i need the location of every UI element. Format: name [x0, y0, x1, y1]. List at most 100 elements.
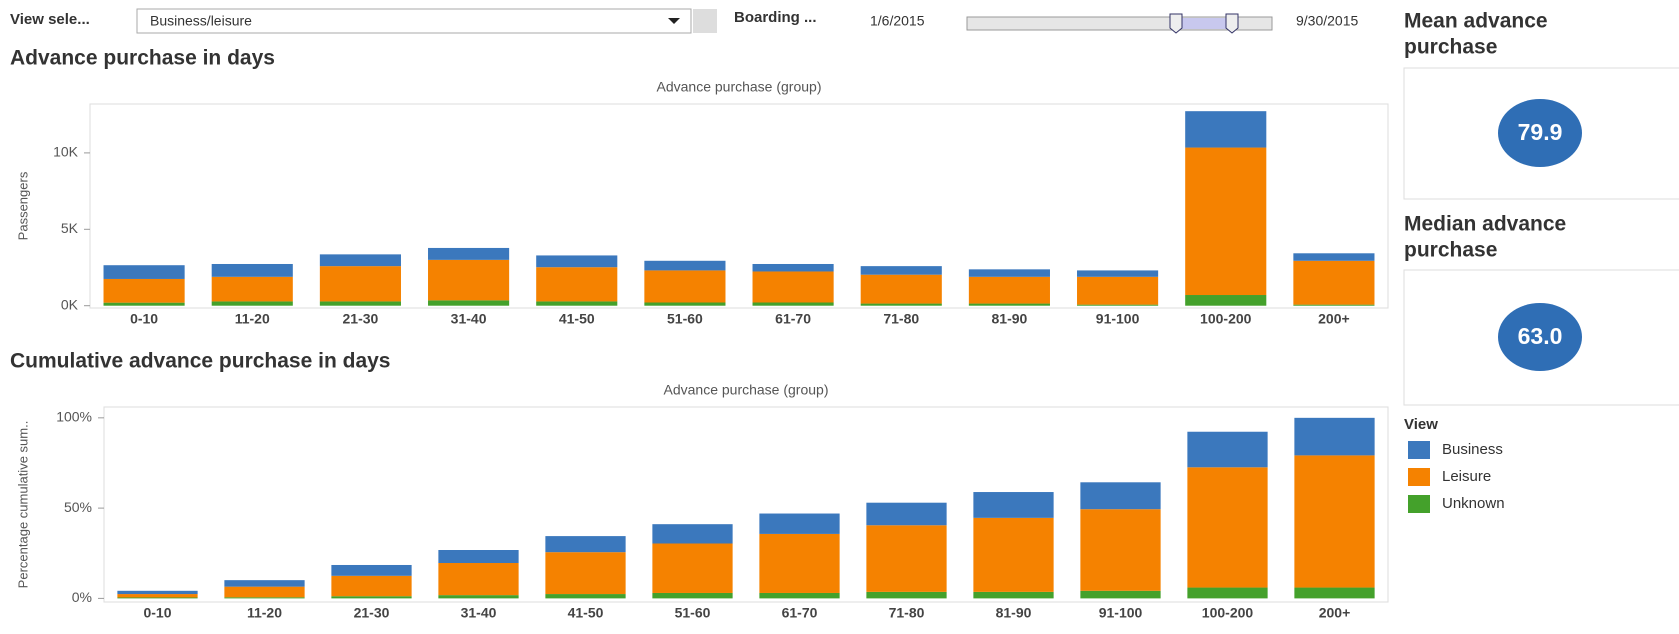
- kpi-title: purchase: [1404, 239, 1497, 262]
- x-tick-label: 0-10: [143, 605, 171, 621]
- bar-segment: [1187, 467, 1268, 588]
- x-tick-label: 0-10: [130, 311, 158, 327]
- bar-segment: [211, 263, 293, 277]
- bar-segment: [968, 276, 1050, 304]
- y-axis-title: Percentage cumulative sum..: [15, 421, 30, 589]
- bar-segment: [1293, 260, 1375, 305]
- kpi-title: Mean advance: [1404, 10, 1548, 33]
- bar-segment: [644, 260, 726, 271]
- x-tick-label: 200+: [1318, 311, 1350, 327]
- bar-segment: [331, 596, 412, 599]
- bar-segment: [1185, 111, 1267, 148]
- bar-segment: [536, 255, 618, 268]
- x-tick-label: 81-90: [996, 605, 1032, 621]
- bar-segment: [1185, 147, 1267, 296]
- bar-segment: [866, 591, 947, 599]
- slider-handle[interactable]: [1225, 13, 1239, 34]
- x-tick-label: 21-30: [354, 605, 390, 621]
- x-tick-label: 41-50: [559, 311, 595, 327]
- bar-segment: [652, 592, 733, 599]
- legend-title: View: [1404, 416, 1438, 433]
- legend-swatch: [1408, 441, 1430, 459]
- y-axis-title: Passengers: [15, 171, 30, 240]
- x-axis-title: Advance purchase (group): [664, 382, 829, 398]
- bar-segment: [860, 303, 942, 306]
- kpi-value: 79.9: [1518, 119, 1563, 145]
- y-tick-label: 50%: [64, 499, 92, 515]
- bar-segment: [973, 591, 1054, 599]
- bar-segment: [1293, 253, 1375, 261]
- bar-segment: [319, 254, 401, 267]
- legend-label: Unknown: [1442, 495, 1505, 512]
- x-tick-label: 71-80: [883, 311, 919, 327]
- bar-segment: [319, 266, 401, 302]
- kpi-title: purchase: [1404, 36, 1497, 59]
- bar-segment: [752, 302, 834, 306]
- x-tick-label: 11-20: [235, 311, 270, 327]
- bar-segment: [1077, 276, 1159, 305]
- bar-segment: [759, 513, 840, 534]
- bar-segment: [428, 300, 510, 306]
- bar-segment: [428, 247, 510, 260]
- dropdown-arrow: [668, 18, 680, 24]
- bar-segment: [117, 590, 198, 595]
- bar-segment: [103, 265, 185, 279]
- bar-segment: [752, 271, 834, 303]
- bar-segment: [1077, 270, 1159, 277]
- view-dropdown[interactable]: [136, 8, 692, 34]
- bar-segment: [438, 563, 519, 596]
- x-tick-label: 71-80: [889, 605, 925, 621]
- bar-segment: [968, 269, 1050, 277]
- chart-title: Cumulative advance purchase in days: [10, 350, 390, 373]
- x-tick-label: 61-70: [775, 311, 811, 327]
- x-axis-title: Advance purchase (group): [657, 79, 822, 95]
- y-tick-label: 0K: [61, 296, 79, 312]
- bar-segment: [644, 302, 726, 306]
- bar-segment: [652, 543, 733, 593]
- x-tick-label: 31-40: [461, 605, 497, 621]
- x-tick-label: 41-50: [568, 605, 604, 621]
- y-tick-label: 10K: [53, 144, 79, 160]
- x-tick-label: 91-100: [1096, 311, 1140, 327]
- bar-segment: [331, 564, 412, 576]
- bar-segment: [866, 525, 947, 592]
- bar-segment: [536, 301, 618, 306]
- plot-frame: [89, 103, 1389, 309]
- bar-segment: [1080, 590, 1161, 599]
- x-tick-label: 31-40: [451, 311, 487, 327]
- x-tick-label: 200+: [1319, 605, 1351, 621]
- legend-label: Business: [1442, 441, 1503, 458]
- x-tick-label: 100-200: [1202, 605, 1254, 621]
- view-selector-label: View sele...: [10, 11, 90, 28]
- slider-handle[interactable]: [1169, 13, 1183, 34]
- bar-segment: [1294, 587, 1375, 599]
- bar-segment: [1294, 417, 1375, 456]
- bar-segment: [1294, 455, 1375, 588]
- plot-frame: [103, 406, 1389, 603]
- x-tick-label: 61-70: [782, 605, 818, 621]
- x-tick-label: 100-200: [1200, 311, 1252, 327]
- legend-swatch: [1408, 468, 1430, 486]
- bar-segment: [428, 259, 510, 301]
- bar-segment: [752, 263, 834, 272]
- bar-segment: [860, 274, 942, 304]
- y-tick-label: 0%: [72, 589, 92, 605]
- bar-segment: [103, 278, 185, 303]
- x-tick-label: 11-20: [247, 605, 282, 621]
- bar-segment: [224, 597, 305, 599]
- legend-swatch: [1408, 495, 1430, 513]
- bar-segment: [973, 517, 1054, 592]
- bar-segment: [1187, 431, 1268, 468]
- x-tick-label: 81-90: [992, 311, 1028, 327]
- bar-segment: [211, 301, 293, 306]
- x-tick-label: 51-60: [667, 311, 703, 327]
- boarding-label: Boarding ...: [734, 9, 817, 26]
- bar-segment: [652, 524, 733, 544]
- bar-segment: [1077, 304, 1159, 306]
- kpi-badge: [1498, 99, 1582, 167]
- bar-segment: [545, 552, 626, 595]
- bar-segment: [1185, 295, 1267, 306]
- bar-segment: [1080, 482, 1161, 510]
- bar-segment: [211, 276, 293, 302]
